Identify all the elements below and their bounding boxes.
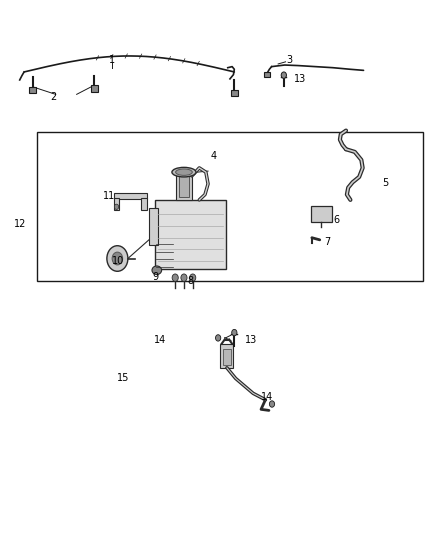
Bar: [179, 176, 189, 197]
Text: 2: 2: [50, 92, 57, 102]
Bar: [155, 200, 226, 269]
Circle shape: [269, 401, 275, 407]
Bar: [29, 87, 36, 93]
Text: 14: 14: [261, 392, 273, 402]
Bar: [311, 206, 332, 222]
Bar: [141, 198, 147, 210]
Circle shape: [112, 252, 123, 265]
Circle shape: [107, 246, 128, 271]
Text: 7: 7: [324, 237, 330, 247]
Circle shape: [281, 72, 286, 78]
Ellipse shape: [152, 266, 162, 274]
Text: 6: 6: [333, 215, 339, 225]
Text: 13: 13: [245, 335, 258, 345]
Circle shape: [172, 274, 178, 281]
Ellipse shape: [176, 169, 192, 175]
Text: 9: 9: [152, 272, 159, 281]
Text: 3: 3: [286, 55, 292, 65]
Bar: [114, 193, 147, 199]
Bar: [231, 90, 238, 96]
Bar: [176, 173, 192, 200]
Text: 15: 15: [117, 374, 129, 383]
Text: 8: 8: [187, 277, 194, 286]
Ellipse shape: [172, 167, 196, 177]
Circle shape: [181, 274, 187, 281]
Text: 1: 1: [109, 55, 115, 64]
Text: 4: 4: [210, 151, 216, 160]
Circle shape: [232, 329, 237, 336]
Text: 10: 10: [112, 256, 124, 266]
Text: 5: 5: [382, 179, 388, 188]
Circle shape: [190, 274, 196, 281]
Text: 14: 14: [154, 335, 166, 345]
Bar: [264, 72, 270, 77]
Circle shape: [114, 204, 119, 209]
Bar: [149, 208, 158, 245]
Bar: [220, 344, 233, 368]
Bar: [223, 349, 231, 365]
Bar: [91, 85, 98, 92]
Text: 11: 11: [103, 191, 115, 201]
Text: 12: 12: [14, 219, 26, 229]
Bar: [114, 198, 119, 210]
Circle shape: [215, 335, 221, 341]
Bar: [37, 132, 423, 281]
Text: 13: 13: [293, 74, 306, 84]
